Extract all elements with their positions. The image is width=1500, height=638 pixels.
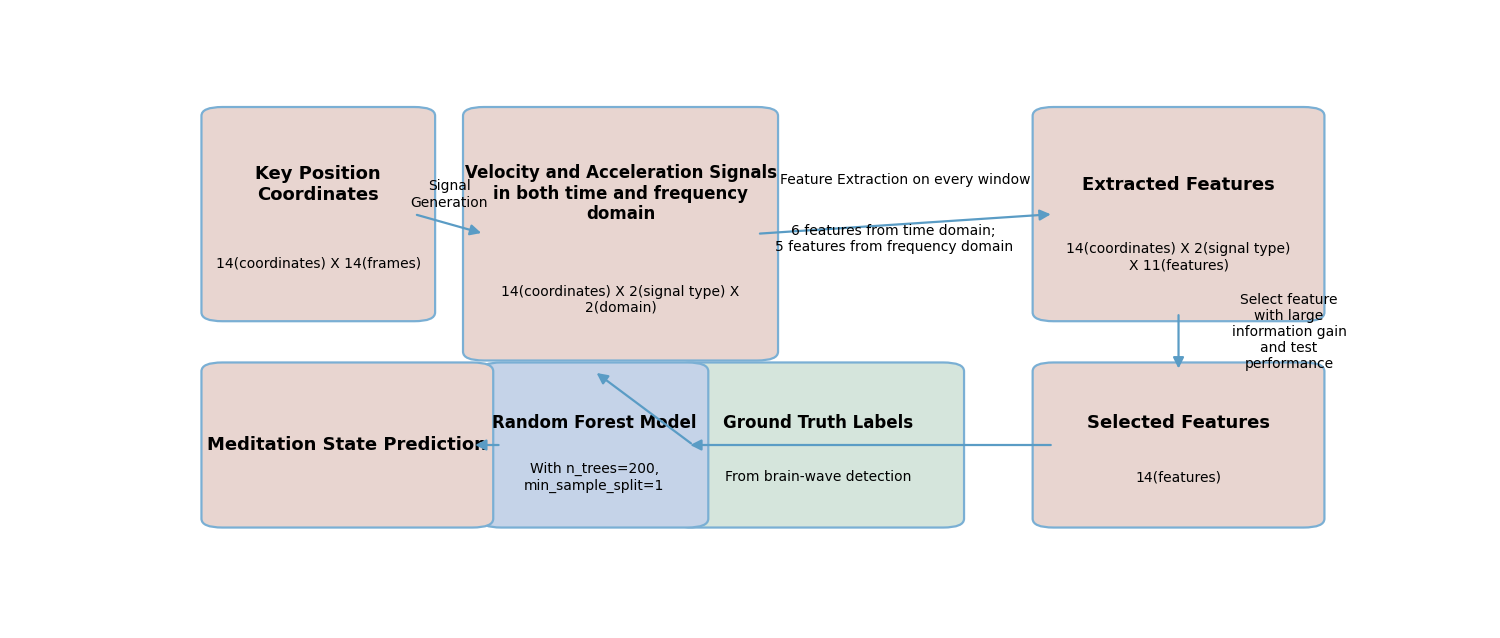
FancyBboxPatch shape <box>201 362 494 528</box>
Text: Select feature
with large
information gain
and test
performance: Select feature with large information ga… <box>1232 293 1347 371</box>
FancyBboxPatch shape <box>201 107 435 321</box>
Text: With n_trees=200,
min_sample_split=1: With n_trees=200, min_sample_split=1 <box>524 462 664 493</box>
Text: Feature Extraction on every window: Feature Extraction on every window <box>780 173 1030 187</box>
Text: 14(coordinates) X 14(frames): 14(coordinates) X 14(frames) <box>216 256 422 271</box>
Text: From brain-wave detection: From brain-wave detection <box>724 470 912 484</box>
FancyBboxPatch shape <box>1032 107 1324 321</box>
Text: Extracted Features: Extracted Features <box>1082 175 1275 194</box>
Text: 14(features): 14(features) <box>1136 470 1221 484</box>
FancyBboxPatch shape <box>464 107 778 360</box>
Text: Meditation State Prediction: Meditation State Prediction <box>207 436 488 454</box>
Text: Key Position
Coordinates: Key Position Coordinates <box>255 165 381 204</box>
Text: 14(coordinates) X 2(signal type) X
2(domain): 14(coordinates) X 2(signal type) X 2(dom… <box>501 285 740 315</box>
FancyBboxPatch shape <box>1032 362 1324 528</box>
Text: Ground Truth Labels: Ground Truth Labels <box>723 414 914 432</box>
Text: 6 features from time domain;
5 features from frequency domain: 6 features from time domain; 5 features … <box>774 223 1012 254</box>
Text: Random Forest Model: Random Forest Model <box>492 414 696 432</box>
FancyBboxPatch shape <box>480 362 708 528</box>
Text: Signal
Generation: Signal Generation <box>411 179 488 209</box>
Text: Velocity and Acceleration Signals
in both time and frequency
domain: Velocity and Acceleration Signals in bot… <box>465 164 777 223</box>
Text: Selected Features: Selected Features <box>1088 414 1270 432</box>
FancyBboxPatch shape <box>672 362 964 528</box>
Text: 14(coordinates) X 2(signal type)
X 11(features): 14(coordinates) X 2(signal type) X 11(fe… <box>1066 242 1290 272</box>
